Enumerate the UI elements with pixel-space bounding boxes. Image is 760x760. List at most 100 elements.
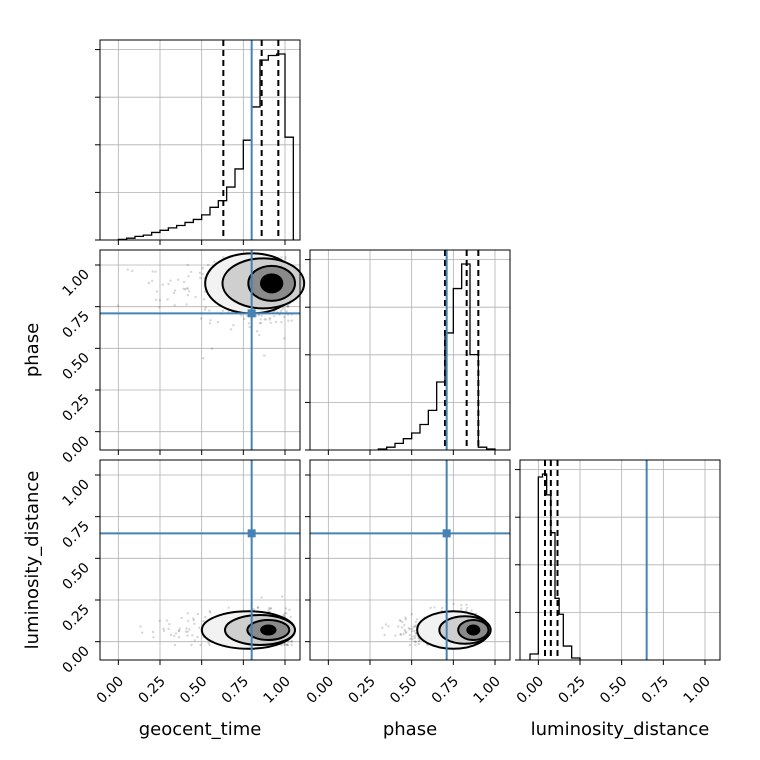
ylabel-luminosity-distance: luminosity_distance: [22, 471, 43, 650]
panel-2-1-sample-590: [413, 637, 417, 640]
panel-1-0-sample-620: [280, 256, 283, 259]
panel-2-1-sample-81: [405, 631, 408, 634]
ytick-label-luminosity_distance-0: 0.00: [59, 643, 92, 676]
panel-2-0-sample-685: [151, 630, 155, 634]
panel-2-0-sample-681: [256, 606, 260, 610]
panel-1-0-sample-555: [187, 275, 190, 278]
xtick-label-phase-0: 0.00: [304, 674, 337, 707]
hist-geocent_time: [117, 53, 294, 241]
panel-1-0-sample-414: [176, 278, 180, 281]
panel-1-0-density-3: [260, 273, 284, 294]
panel-1-0-sample-535: [213, 260, 216, 264]
panel-1-0-sample-271: [203, 308, 207, 311]
panel-1-0-sample-508: [260, 314, 263, 317]
ytick-label-phase-1: 0.25: [59, 392, 92, 425]
panel-1-0-frame: [99, 249, 301, 451]
panel-2-0-sample-60: [191, 634, 194, 637]
panel-2-1-sample-142: [404, 630, 407, 633]
panel-2-0-sample-355: [180, 616, 183, 620]
panel-2-1-sample-507: [402, 632, 405, 636]
panel-2-0-sample-144: [198, 626, 201, 629]
panel-2-0-sample-242: [168, 623, 171, 626]
panel-1-0-sample-529: [227, 310, 230, 313]
ylabel-phase: phase: [22, 323, 43, 377]
panel-2-1-sample-554: [408, 643, 411, 647]
panel-1-0-sample-696: [247, 322, 250, 325]
panel-2-0-sample-596: [186, 612, 189, 615]
panel-2-1-sample-167: [403, 628, 406, 632]
panel-2-1-sample-190: [414, 640, 417, 643]
panel-2-1-sample-395: [398, 619, 401, 622]
panel-2-0-sample-388: [290, 640, 293, 644]
panel-1-0-sample-600: [232, 324, 235, 327]
panel-2-1-sample-617: [465, 606, 469, 610]
panel-2-0-sample-78: [202, 620, 205, 623]
panel-2-0-sample-583: [199, 643, 202, 647]
panel-1-0-sample-152: [257, 314, 261, 317]
panel-2-0-sample-623: [283, 642, 286, 646]
panel-1-0-sample-415: [173, 304, 176, 307]
xlabel-geocent-time: geocent_time: [139, 719, 262, 740]
ytick-label-phase-3: 0.75: [59, 308, 92, 341]
panel-2-0-sample-181: [283, 643, 286, 647]
panel-2-1-sample-573: [414, 643, 417, 647]
panel-1-0-sample-237: [185, 287, 188, 290]
xtick-label-geocent_time-0: 0.00: [94, 674, 127, 707]
panel-1-0-sample-232: [166, 298, 169, 301]
panel-1-0-sample-388: [272, 315, 276, 318]
panel-2-1-sample-268: [414, 632, 417, 635]
panel-2-1-sample-152: [404, 618, 408, 621]
panel-1-0-sample-151: [151, 270, 154, 273]
panel-1-0-sample-596: [126, 268, 129, 271]
panel-1-1-frame: [309, 249, 511, 451]
panel-1-0-sample-110: [209, 319, 212, 322]
panel-2-1-sample-659: [465, 609, 468, 612]
panel-2-0-density-3: [260, 624, 277, 636]
xtick-label-geocent_time-4: 1.00: [260, 674, 293, 707]
panel-1-0-sample-669: [187, 290, 191, 293]
panel-2-0-sample-15: [152, 636, 155, 639]
panel-2-1-sample-122: [399, 633, 403, 636]
panel-1-0-sample-517: [208, 322, 212, 325]
panel-1-0-sample-143: [202, 357, 205, 360]
panel-1-0-sample-80: [285, 310, 288, 313]
panel-2-0-sample-303: [186, 634, 189, 637]
panel-1-0-sample-92: [290, 319, 293, 322]
panel-2-0-sample-474: [193, 639, 196, 642]
panel-1-0-sample-203: [155, 290, 159, 293]
panel-1-0-sample-536: [243, 317, 246, 321]
panel-2-1-sample-483: [408, 634, 412, 637]
panel-1-0-sample-624: [269, 321, 272, 324]
panel-2-0-sample-403: [269, 607, 272, 610]
panel-2-1-sample-695: [383, 633, 386, 637]
panel-2-0-truth-point: [247, 529, 256, 538]
panel-2-0-sample-446: [260, 596, 263, 599]
panel-2-0-sample-380: [256, 606, 260, 609]
panel-2-1-sample-326: [397, 625, 400, 628]
panel-2-0-sample-692: [289, 615, 292, 619]
panel-2-0-sample-126: [283, 612, 286, 615]
panel-1-0-sample-551: [283, 337, 286, 340]
panel-1-0-sample-656: [284, 255, 287, 259]
panel-1-0-sample-204: [258, 333, 261, 337]
panel-2-1-density-3: [466, 624, 481, 636]
panel-2-0-sample-374: [281, 595, 284, 598]
panel-1-0-sample-309: [147, 281, 151, 285]
panel-2-1-sample-159: [394, 634, 397, 637]
panel-2-0-sample-317: [282, 613, 285, 617]
panel-2-0-sample-133: [177, 629, 181, 633]
panel-1-0-sample-699: [216, 321, 220, 324]
panel-1-0-sample-617: [154, 298, 158, 301]
panel-1-0-sample-82: [151, 279, 154, 282]
panel-2-1-sample-586: [400, 626, 404, 629]
panel-2-0-sample-686: [267, 609, 270, 612]
panel-1-0-sample-609: [248, 325, 251, 329]
panel-2-0-sample-663: [252, 608, 255, 611]
panel-2-0-sample-391: [177, 629, 181, 632]
xtick-label-phase-1: 0.25: [345, 674, 378, 707]
panel-2-1-sample-112: [433, 606, 436, 609]
ytick-label-phase-4: 1.00: [59, 267, 92, 300]
panel-1-0-sample-582: [268, 316, 272, 320]
panel-2-0-sample-64: [208, 609, 211, 613]
panel-2-1-sample-25: [460, 604, 463, 607]
